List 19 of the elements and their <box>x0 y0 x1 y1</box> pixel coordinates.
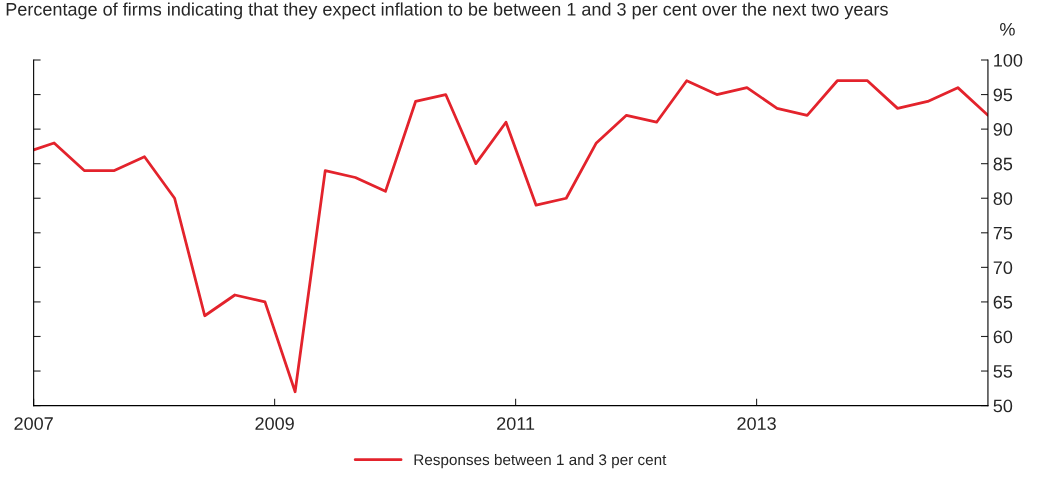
y-tick-label: 50 <box>993 399 1013 413</box>
y-tick-label: 65 <box>993 295 1013 309</box>
y-tick-label: 75 <box>993 226 1013 240</box>
y-tick-label: 100 <box>994 53 1023 67</box>
y-tick-label: 95 <box>993 88 1013 102</box>
y-tick-label: 90 <box>993 123 1013 136</box>
y-tick-label: 70 <box>993 261 1013 275</box>
y-tick-label: 80 <box>993 192 1013 205</box>
y-tick-label: 55 <box>993 365 1013 378</box>
line-series <box>33 79 988 394</box>
legend-label: Responses between 1 and 3 per cent <box>414 453 667 469</box>
y-tick-label: 85 <box>993 157 1013 171</box>
chart-title: Percentage of firms indicating that they expect inflation to be between 1 and 3 per cent over the next two years <box>6 2 888 20</box>
y-tick-label: 60 <box>993 330 1013 344</box>
x-tick-label: 2011 <box>497 417 535 430</box>
x-tick-label: 2009 <box>255 417 294 430</box>
y-axis-title: % <box>1000 22 1015 36</box>
x-tick-label: 2013 <box>737 417 776 430</box>
x-tick-label: 2007 <box>14 417 53 430</box>
